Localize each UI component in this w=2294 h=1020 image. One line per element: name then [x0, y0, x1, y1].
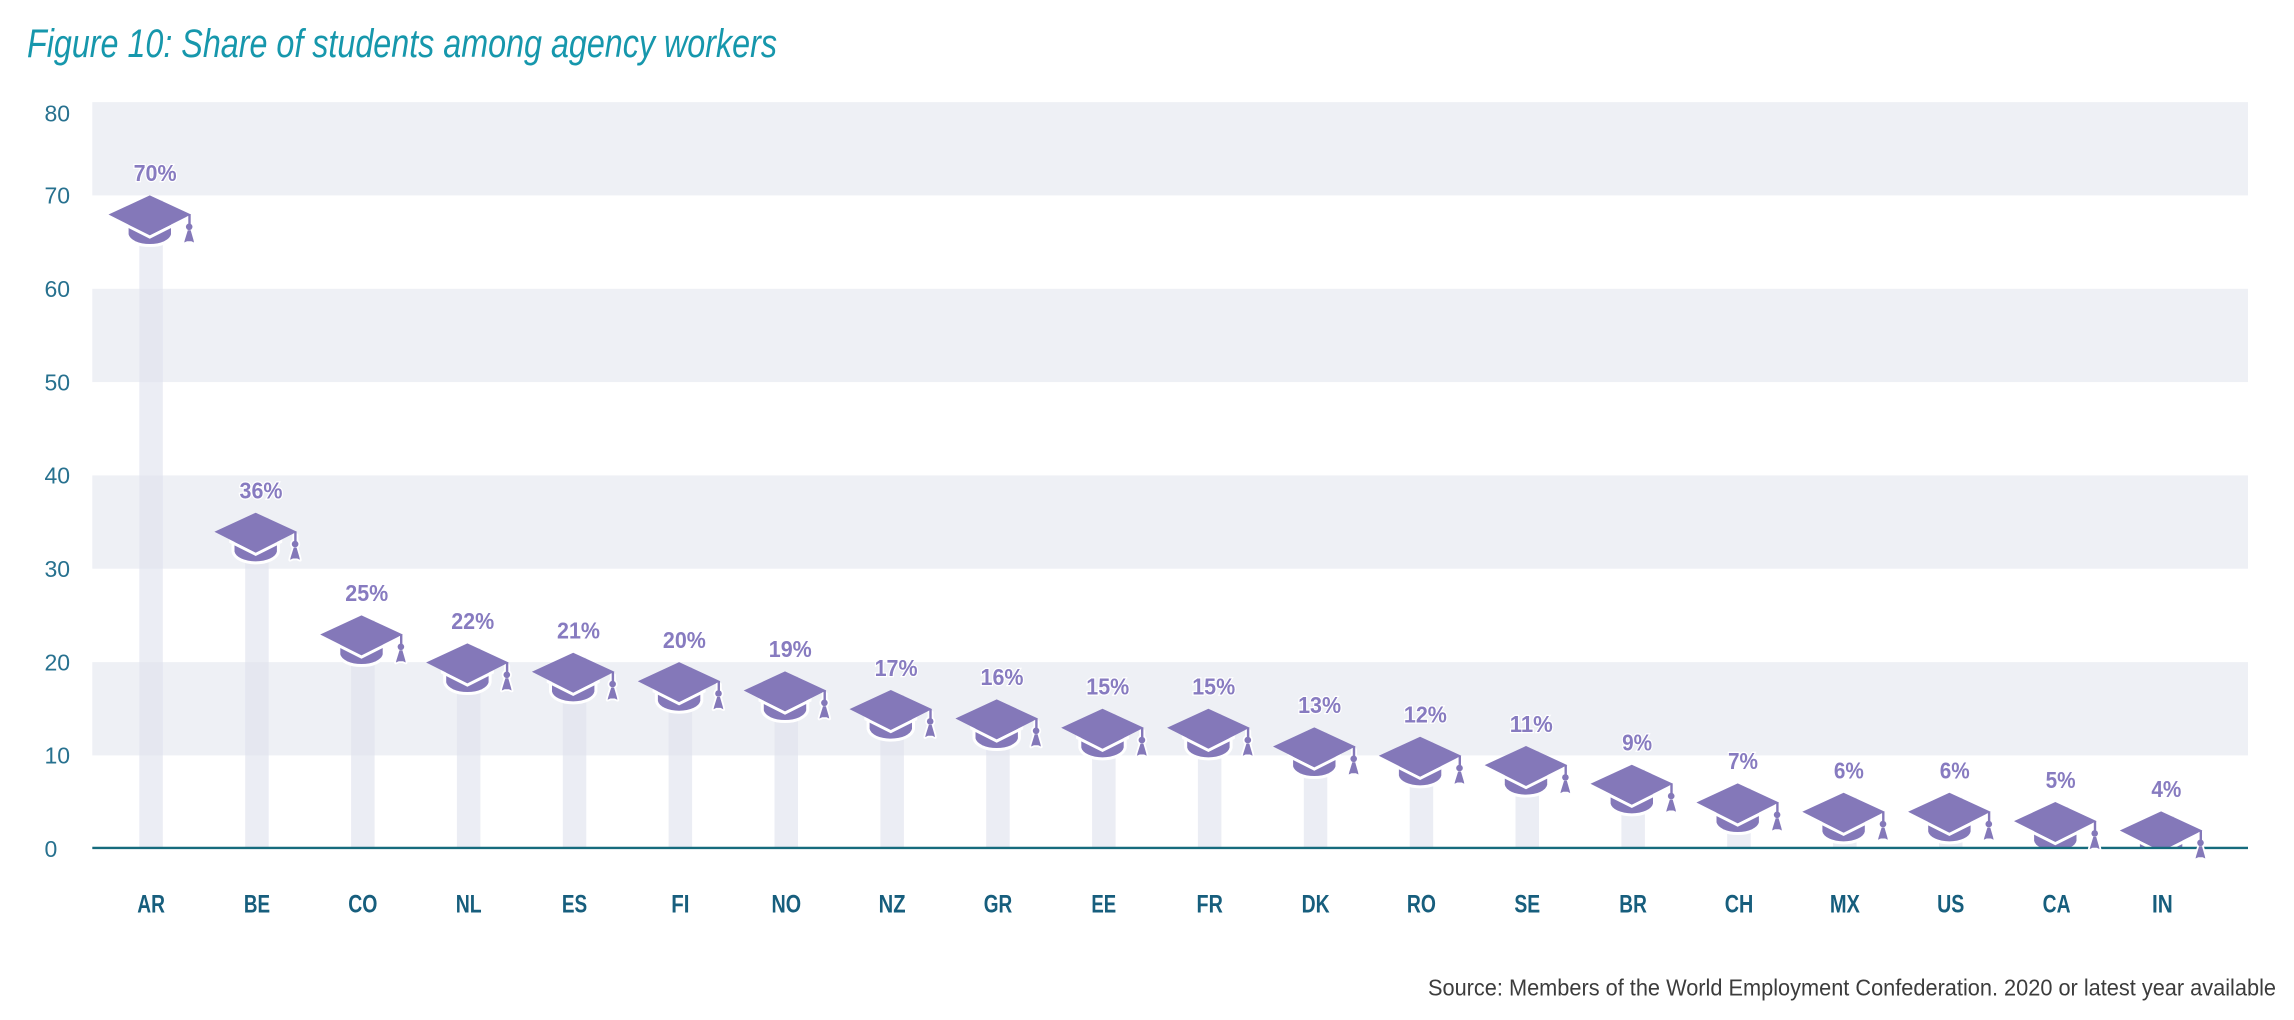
svg-text:CO: CO	[348, 890, 377, 918]
svg-text:16%: 16%	[981, 664, 1024, 690]
svg-text:4%: 4%	[2151, 776, 2181, 802]
svg-text:17%: 17%	[875, 655, 918, 681]
svg-text:US: US	[1937, 890, 1964, 918]
svg-text:9%: 9%	[1622, 730, 1652, 756]
svg-text:25%: 25%	[345, 580, 388, 606]
svg-text:GR: GR	[984, 890, 1013, 918]
svg-text:EE: EE	[1091, 890, 1116, 918]
svg-text:ES: ES	[562, 890, 587, 918]
svg-text:RO: RO	[1407, 890, 1436, 918]
svg-text:AR: AR	[137, 890, 165, 918]
svg-text:15%: 15%	[1192, 674, 1235, 700]
svg-text:BE: BE	[244, 890, 270, 918]
svg-text:20%: 20%	[663, 627, 706, 653]
svg-text:40: 40	[45, 463, 71, 489]
svg-text:19%: 19%	[769, 636, 812, 662]
svg-text:SE: SE	[1514, 890, 1540, 918]
svg-text:Figure 10: Share of students a: Figure 10: Share of students among agenc…	[27, 22, 777, 66]
svg-text:11%: 11%	[1510, 711, 1553, 737]
svg-text:NO: NO	[772, 890, 802, 918]
svg-text:7%: 7%	[1728, 748, 1758, 774]
svg-text:FI: FI	[671, 890, 689, 918]
svg-text:Source: Members of the World E: Source: Members of the World Employment …	[1428, 975, 2276, 1001]
svg-text:20: 20	[45, 649, 71, 675]
svg-text:10: 10	[45, 743, 71, 769]
svg-text:CH: CH	[1725, 890, 1754, 918]
svg-text:50: 50	[45, 369, 71, 395]
svg-text:36%: 36%	[240, 478, 283, 504]
svg-text:21%: 21%	[557, 618, 600, 644]
svg-text:IN: IN	[2152, 890, 2173, 918]
svg-text:5%: 5%	[2046, 767, 2076, 793]
svg-text:DK: DK	[1302, 890, 1330, 918]
svg-text:60: 60	[45, 276, 71, 302]
svg-text:NL: NL	[456, 890, 482, 918]
svg-text:0: 0	[45, 836, 58, 862]
svg-text:BR: BR	[1619, 890, 1647, 918]
svg-text:6%: 6%	[1834, 758, 1864, 784]
svg-text:80: 80	[45, 100, 71, 126]
svg-text:12%: 12%	[1404, 702, 1447, 728]
svg-text:15%: 15%	[1086, 674, 1129, 700]
svg-text:MX: MX	[1830, 890, 1860, 918]
svg-text:30: 30	[45, 556, 71, 582]
svg-text:CA: CA	[2043, 890, 2071, 918]
svg-text:FR: FR	[1197, 890, 1223, 918]
svg-text:NZ: NZ	[879, 890, 906, 918]
svg-text:13%: 13%	[1298, 692, 1341, 718]
svg-text:70%: 70%	[134, 160, 177, 186]
svg-text:22%: 22%	[451, 608, 494, 634]
svg-text:6%: 6%	[1940, 758, 1970, 784]
svg-text:70: 70	[45, 183, 71, 209]
